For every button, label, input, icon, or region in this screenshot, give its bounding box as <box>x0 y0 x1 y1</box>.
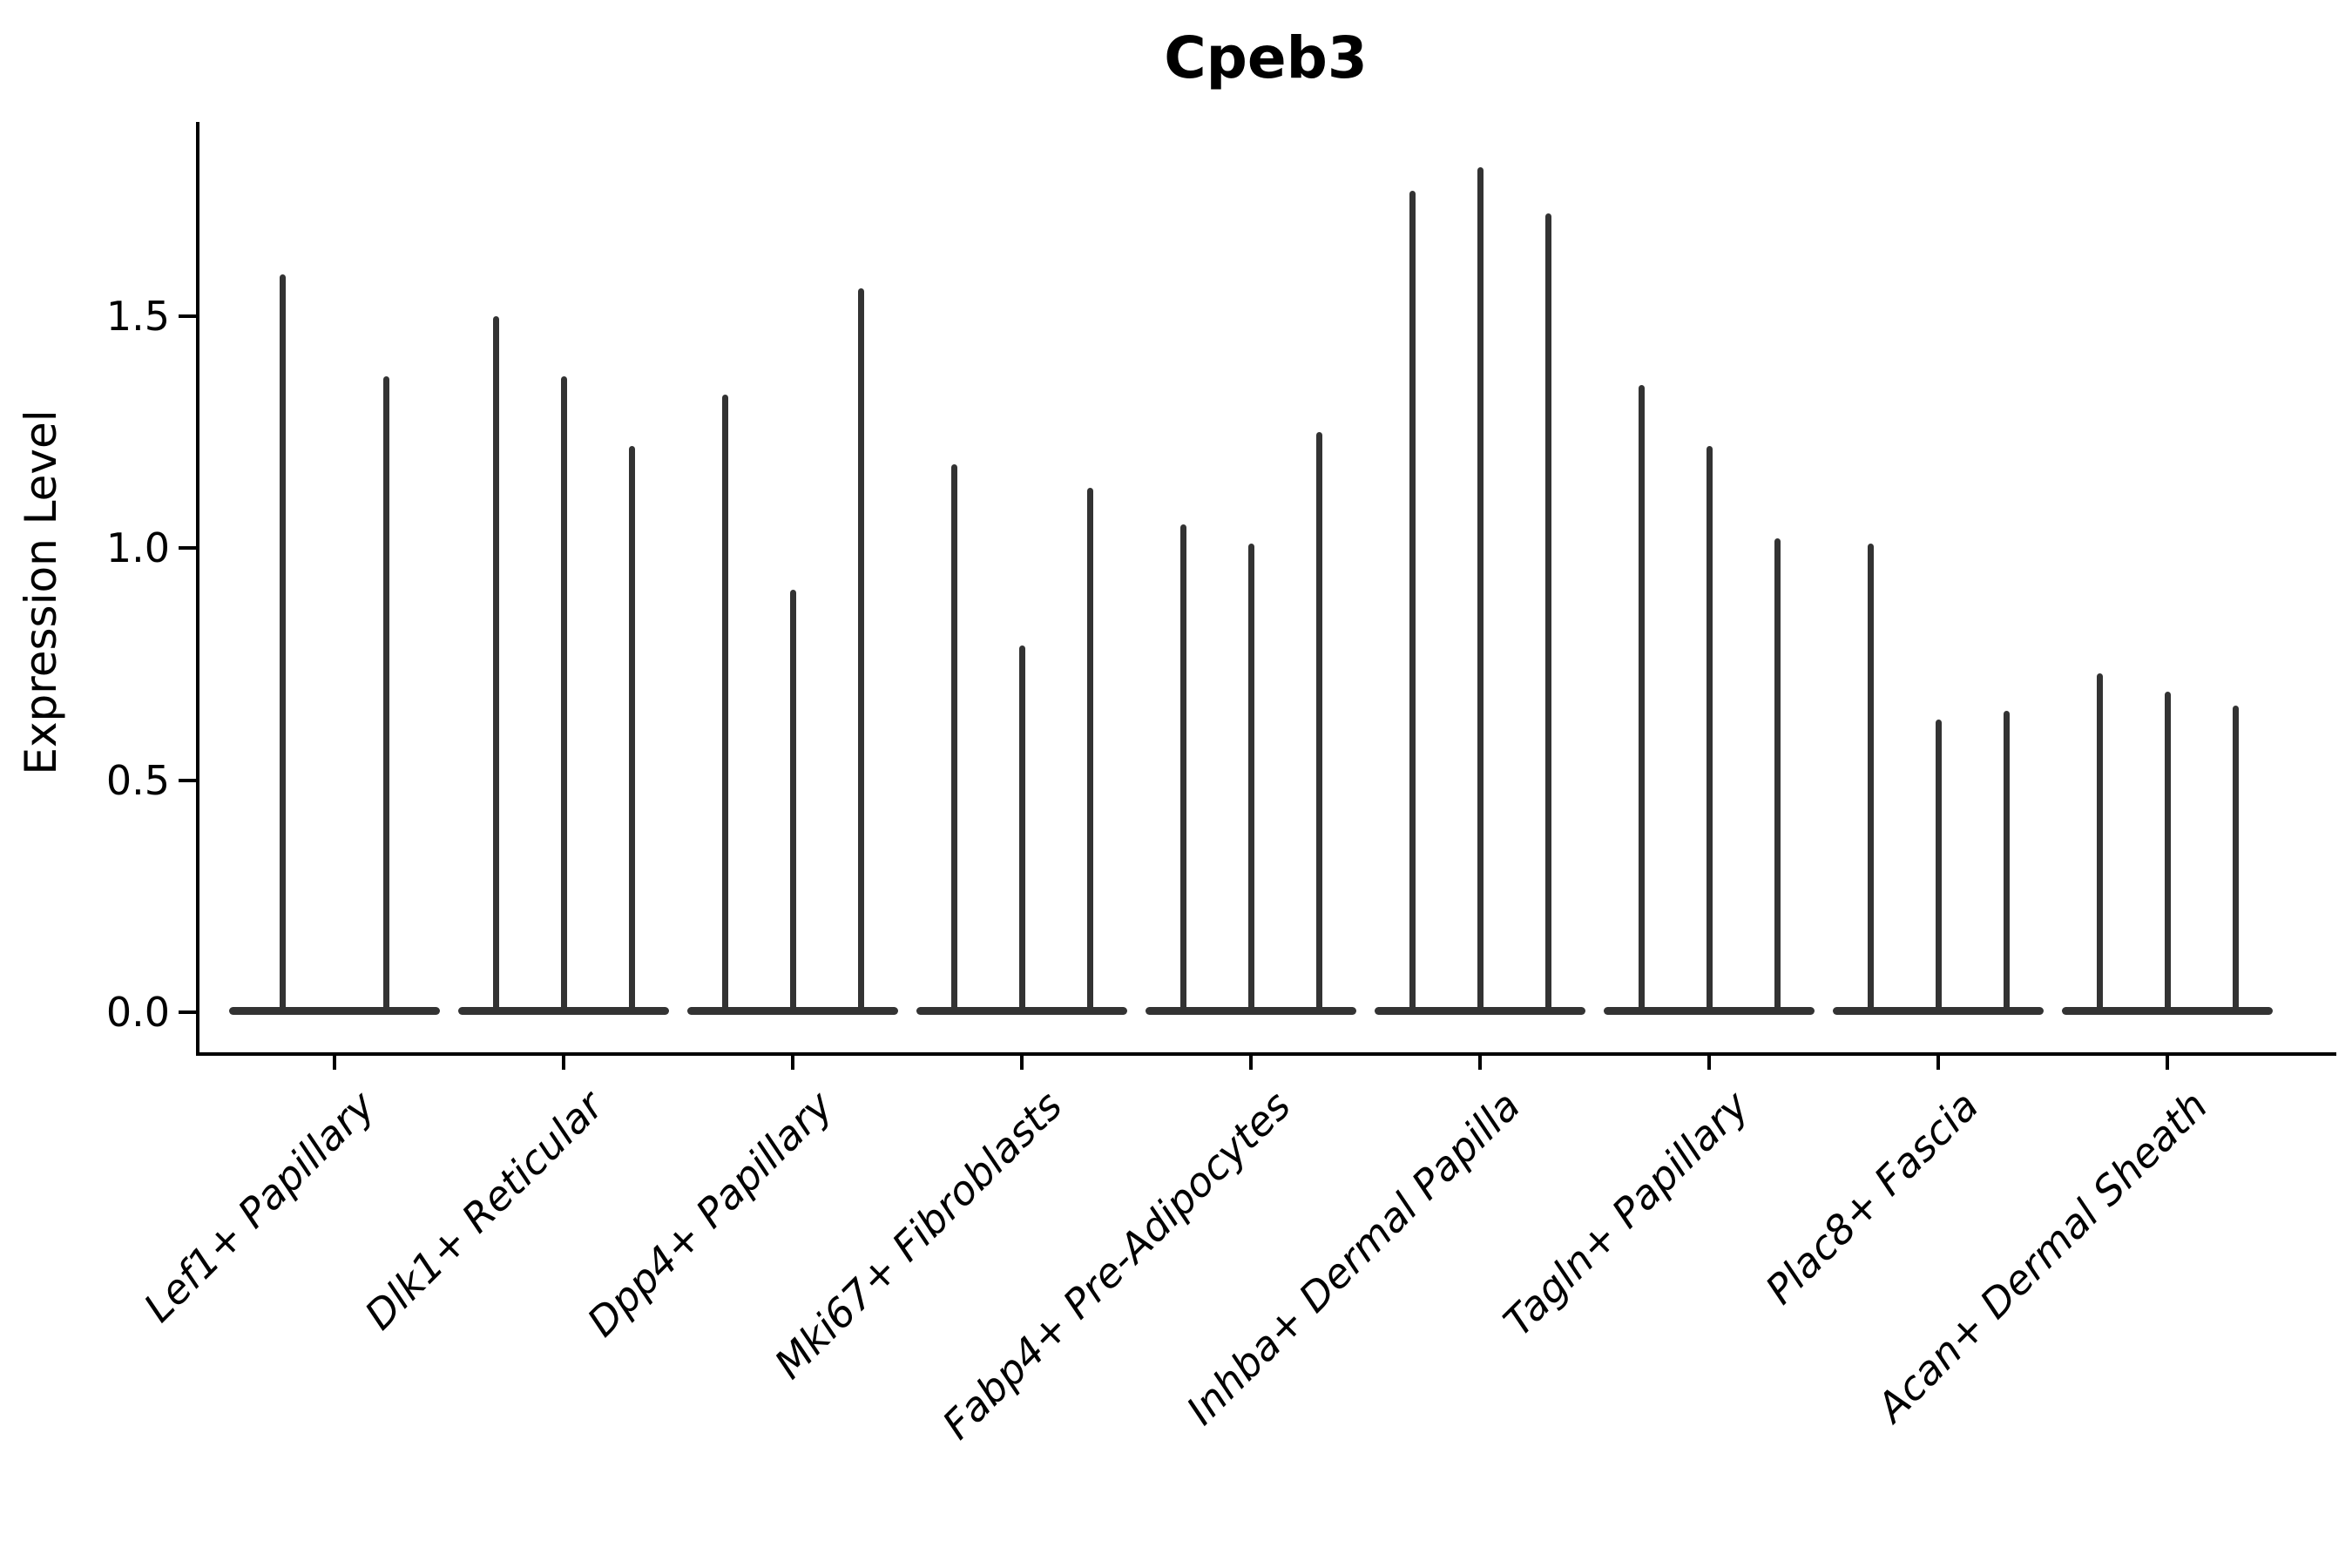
violin-spike <box>1935 720 1942 1012</box>
x-tick-mark <box>333 1056 336 1070</box>
violin-spike <box>857 287 864 1012</box>
x-tick-label: Dpp4+ Papillary <box>578 1082 842 1346</box>
violin-spike <box>2003 710 2010 1012</box>
y-axis-spine <box>196 122 199 1056</box>
violin-spike <box>1086 487 1093 1012</box>
y-tick-label: 1.5 <box>105 292 170 340</box>
violin-spike <box>1315 431 1322 1012</box>
violin-spike <box>1867 543 1874 1012</box>
y-tick-label: 0.0 <box>105 989 170 1036</box>
violin-spike <box>1544 213 1551 1012</box>
violin-spike <box>628 445 635 1012</box>
violin-spike <box>721 395 728 1012</box>
violin-spike <box>1706 445 1713 1012</box>
x-tick-mark <box>1936 1056 1940 1070</box>
y-tick-mark <box>179 546 196 550</box>
x-tick-mark <box>562 1056 565 1070</box>
violin-spike <box>2096 672 2103 1012</box>
y-tick-mark <box>179 778 196 782</box>
violin-spike <box>280 274 286 1012</box>
violin-spike <box>1638 385 1645 1012</box>
y-tick-label: 0.5 <box>105 756 170 804</box>
chart-title: Cpeb3 <box>1164 24 1368 91</box>
violin-spike <box>789 589 796 1012</box>
x-tick-label: Lef1+ Papillary <box>134 1082 384 1331</box>
x-tick-label: Dlk1+ Reticular <box>355 1082 613 1339</box>
y-axis-label-area: Expression Level <box>10 174 71 1010</box>
violin-spike <box>2232 706 2239 1012</box>
violin-spike <box>1409 190 1416 1012</box>
violin-spike <box>2164 692 2171 1012</box>
violin-spike <box>950 464 957 1012</box>
y-tick-mark <box>179 1010 196 1014</box>
x-axis-spine <box>196 1052 2336 1056</box>
x-tick-mark <box>1707 1056 1711 1070</box>
violin-spike <box>1247 543 1254 1012</box>
x-tick-mark <box>791 1056 794 1070</box>
violin-spike <box>383 375 389 1012</box>
violin-spike <box>560 375 567 1012</box>
x-tick-mark <box>2166 1056 2169 1070</box>
y-axis-label: Expression Level <box>16 409 66 775</box>
violin-spike <box>1018 645 1025 1012</box>
violin-spike <box>492 315 499 1012</box>
violin-spike <box>1774 538 1781 1012</box>
x-tick-label: Tagln+ Papillary <box>1494 1082 1759 1346</box>
y-tick-mark <box>179 314 196 318</box>
x-tick-mark <box>1249 1056 1253 1070</box>
x-tick-mark <box>1478 1056 1482 1070</box>
y-tick-label: 1.0 <box>105 524 170 571</box>
x-tick-mark <box>1020 1056 1024 1070</box>
violin-spike <box>1477 166 1484 1012</box>
violin-spike <box>1179 524 1186 1012</box>
violin-base <box>229 1007 440 1015</box>
x-tick-label: Plac8+ Fascia <box>1755 1082 1988 1314</box>
